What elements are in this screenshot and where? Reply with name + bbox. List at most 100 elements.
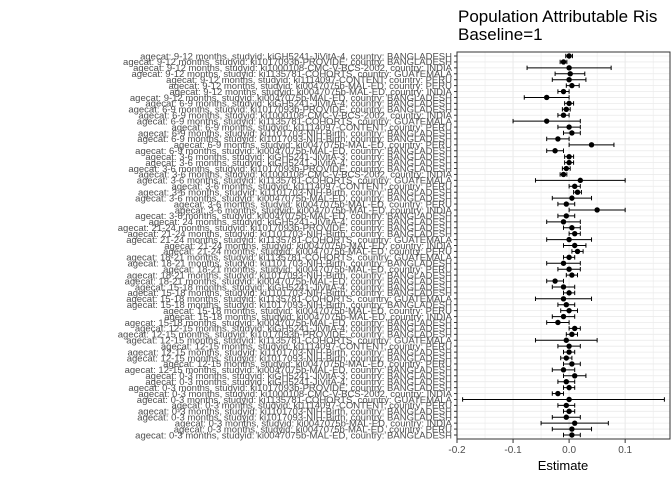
point-estimate bbox=[555, 390, 561, 397]
point-estimate bbox=[566, 153, 572, 160]
y-tick-label: agecat: 6-9 months, studyid: ki1114097-C… bbox=[171, 122, 452, 133]
y-tick-label: agecat: 15-18 months, studyid: kiGH5241-… bbox=[135, 282, 452, 293]
x-tick-label: -0.2 bbox=[448, 445, 466, 456]
point-estimate bbox=[588, 142, 595, 148]
point-estimate bbox=[572, 230, 578, 237]
point-estimate bbox=[569, 272, 575, 278]
y-tick-label: agecat: 0-3 months, studyid: ki1101703-N… bbox=[138, 407, 452, 418]
point-estimate bbox=[563, 201, 570, 207]
y-tick-label: agecat: 12-15 months, studyid: ki0047075… bbox=[163, 359, 452, 370]
y-tick-label: agecat: 12-15 months, studyid: ki0047075… bbox=[125, 365, 453, 376]
y-tick-label: agecat: 0-3 months, studyid: ki0047075b-… bbox=[174, 424, 452, 435]
y-tick-label: agecat: 15-18 months, studyid: ki1017093… bbox=[127, 300, 452, 311]
point-estimate bbox=[569, 225, 575, 231]
point-estimate bbox=[569, 331, 575, 338]
y-tick-label: agecat: 9-12 months, studyid: kiGH5241-J… bbox=[140, 51, 452, 62]
point-estimate bbox=[566, 254, 572, 261]
point-estimate bbox=[572, 373, 578, 379]
y-tick-label: agecat: 12-15 months, studyid: ki1017093… bbox=[118, 330, 452, 341]
y-tick-label: agecat: 6-9 months, studyid: ki0047075b-… bbox=[135, 146, 452, 157]
point-estimate bbox=[594, 207, 600, 213]
y-tick-label: agecat: 12-15 months, studyid: kiGH5241-… bbox=[135, 324, 452, 335]
point-estimate bbox=[563, 106, 570, 112]
y-tick-label: agecat: 21-24 months, studyid: ki1101703… bbox=[127, 229, 452, 240]
chart-title-line-1: Population Attributable Ris bbox=[458, 7, 657, 26]
y-tick-label: agecat: 9-12 months, studyid: ki0047075b… bbox=[130, 93, 452, 104]
plot-panel-border bbox=[456, 51, 671, 440]
y-tick-label: agecat: 9-12 months, studyid: ki1000108-… bbox=[133, 63, 453, 74]
y-tick-label: agecat: 6-9 months, studyid: ki1101703-N… bbox=[138, 128, 452, 139]
y-tick-label: agecat: 12-15 months, studyid: ki1135781… bbox=[126, 336, 452, 347]
point-estimate bbox=[566, 349, 572, 355]
point-estimate bbox=[560, 284, 567, 290]
point-estimate bbox=[572, 183, 578, 189]
point-estimate bbox=[566, 307, 572, 314]
y-tick-label: agecat: 15-18 months, studyid: ki1101703… bbox=[127, 288, 452, 299]
x-tick-label: 0.0 bbox=[562, 445, 576, 456]
y-tick-label: agecat: 9-12 months, studyid: ki0047075b… bbox=[170, 87, 453, 98]
y-tick-label: agecat: 18-21 months, studyid: ki1135781… bbox=[126, 253, 452, 264]
y-tick-label: agecat: 18-21 months, studyid: ki1017093… bbox=[127, 270, 452, 281]
point-estimate bbox=[566, 124, 572, 130]
x-tick-label: -0.1 bbox=[504, 445, 522, 456]
point-estimate bbox=[563, 414, 570, 420]
y-tick-label: agecat: 6-9 months, studyid: kiGH5241-Ji… bbox=[145, 99, 452, 110]
y-tick-label: agecat: 18-21 months, studyid: ki1101703… bbox=[127, 259, 452, 270]
point-estimate bbox=[560, 112, 567, 118]
y-tick-label: agecat: 0-3 months, studyid: ki0047075b-… bbox=[175, 418, 453, 429]
point-estimate bbox=[563, 165, 570, 172]
y-tick-label: agecat: 0-3 months, studyid: kiGH5241-Ji… bbox=[145, 371, 452, 382]
point-estimate bbox=[574, 248, 581, 255]
point-estimate bbox=[577, 177, 584, 184]
y-tick-label: agecat: 0-3 months, studyid: ki1000108-C… bbox=[138, 389, 452, 400]
y-tick-label: agecat: 21-24 months, studyid: ki1017093… bbox=[118, 223, 452, 234]
point-estimate bbox=[563, 355, 570, 361]
y-tick-label: agecat: 9-12 months, studyid: ki1114097-… bbox=[166, 75, 452, 86]
point-estimate bbox=[563, 402, 570, 409]
y-tick-label: agecat: 6-9 months, studyid: ki1017093-N… bbox=[137, 134, 452, 145]
point-estimate bbox=[569, 130, 575, 136]
point-estimate bbox=[566, 100, 572, 107]
x-tick-label: 0.1 bbox=[618, 445, 632, 456]
y-tick-label: agecat: 3-6 months, studyid: kiGH5241-Ji… bbox=[145, 152, 452, 163]
y-tick-label: agecat: 3-6 months, studyid: ki1017093b-… bbox=[128, 164, 452, 175]
y-tick-label: agecat: 0-3 months, studyid: ki1114097-C… bbox=[171, 401, 452, 412]
point-estimate bbox=[569, 361, 575, 367]
y-tick-label: agecat: 6-9 months, studyid: ki1135781-C… bbox=[137, 116, 453, 127]
y-tick-label: agecat: 24 months, studyid: kiGH5241-JiV… bbox=[149, 217, 453, 228]
point-estimate bbox=[552, 148, 558, 154]
y-tick-label: agecat: 21-24 months, studyid: ki0047075… bbox=[163, 247, 452, 258]
point-estimate bbox=[543, 118, 550, 124]
y-tick-label: agecat: 12-15 months, studyid: ki1017093… bbox=[127, 353, 452, 364]
y-tick-label: agecat: 0-3 months, studyid: ki1017093-N… bbox=[137, 413, 452, 424]
y-tick-label: agecat: 12-15 months, studyid: ki1101703… bbox=[127, 347, 452, 358]
point-estimate bbox=[563, 302, 570, 308]
y-tick-label: agecat: 0-3 months, studyid: ki1135781-C… bbox=[137, 395, 453, 406]
point-estimate bbox=[566, 396, 572, 403]
y-tick-label: agecat: 21-24 months, studyid: ki0047075… bbox=[164, 241, 452, 252]
y-tick-label: agecat: 6-9 months, studyid: ki1000108-C… bbox=[138, 111, 452, 122]
point-estimate bbox=[560, 296, 567, 302]
point-estimate bbox=[566, 266, 572, 272]
y-tick-label: agecat: 9-12 months, studyid: ki1135781-… bbox=[132, 69, 453, 80]
point-estimate bbox=[563, 379, 570, 385]
point-estimate bbox=[555, 136, 561, 142]
point-estimate bbox=[566, 76, 572, 83]
point-estimate bbox=[572, 420, 578, 426]
point-estimate bbox=[566, 290, 572, 296]
point-estimate bbox=[560, 59, 567, 65]
y-tick-label: agecat: 18-21 months, studyid: ki0047075… bbox=[125, 276, 453, 287]
y-tick-label: agecat: 0-3 months, studyid: ki1017093b-… bbox=[128, 383, 452, 394]
y-tick-label: agecat: 21-24 months, studyid: ki1135781… bbox=[126, 235, 452, 246]
point-estimate bbox=[569, 195, 575, 201]
point-estimate bbox=[552, 278, 558, 284]
y-tick-label: agecat: 3-6 months, studyid: ki1101703-N… bbox=[138, 188, 452, 199]
point-estimate bbox=[569, 82, 575, 89]
y-tick-label: agecat: 3-6 months, studyid: ki0047075b-… bbox=[135, 193, 452, 204]
point-estimate bbox=[563, 213, 570, 219]
point-estimate bbox=[560, 367, 567, 373]
point-estimate bbox=[543, 94, 550, 101]
y-tick-label: agecat: 3-6 months, studyid: ki0047075b-… bbox=[175, 205, 453, 216]
point-estimate bbox=[566, 384, 572, 391]
